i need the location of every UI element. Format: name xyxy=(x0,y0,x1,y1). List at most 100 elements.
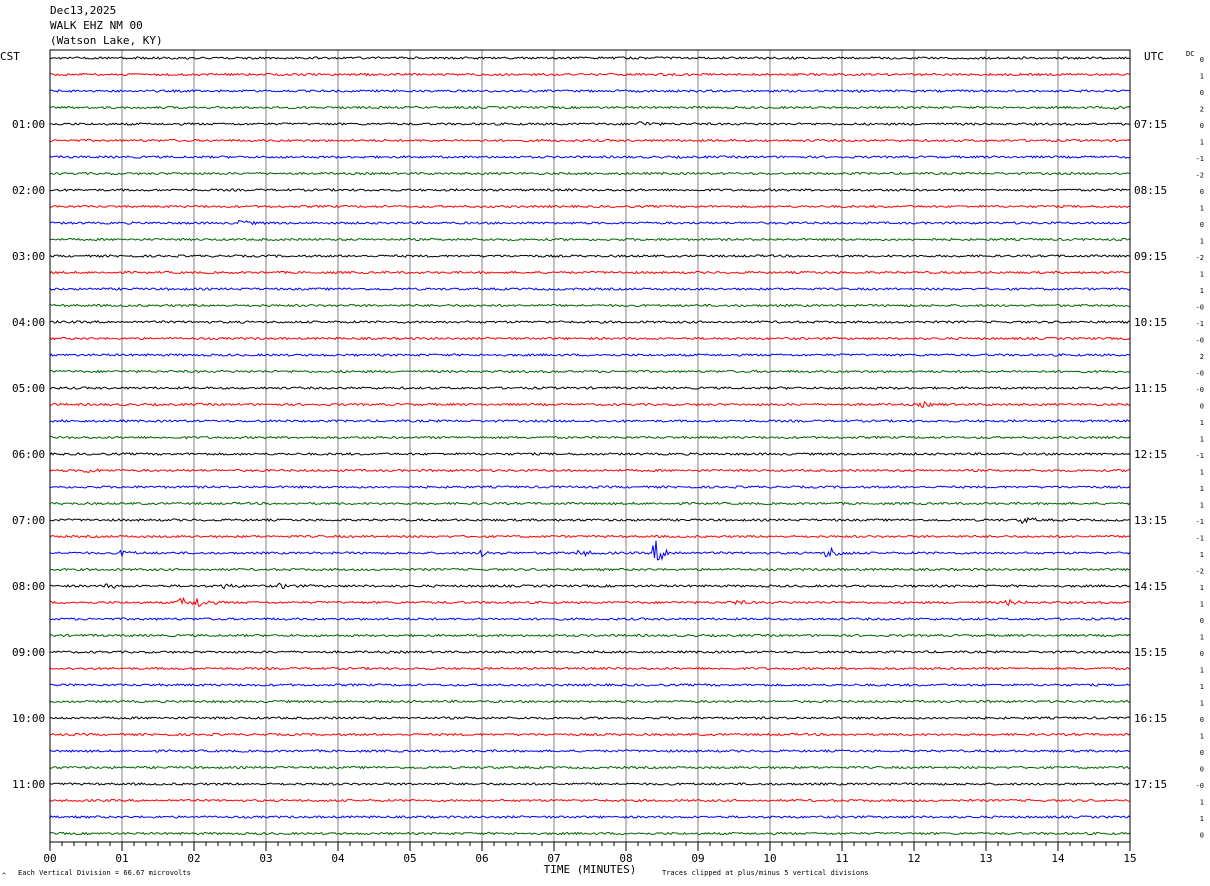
right-hour-label: 07:15 xyxy=(1134,118,1167,131)
trace-line xyxy=(49,749,1131,753)
trace-line xyxy=(49,320,1131,324)
trace-line xyxy=(49,831,1131,836)
trace-line xyxy=(49,287,1131,291)
trace-line xyxy=(49,237,1131,242)
right-hour-label: 09:15 xyxy=(1134,250,1167,263)
trace-line xyxy=(49,468,1130,473)
trace-line xyxy=(49,188,1131,192)
grid-layer xyxy=(49,50,1131,851)
dc-offset-value: -2 xyxy=(1196,172,1204,180)
right-hour-label: 16:15 xyxy=(1134,712,1167,725)
dc-offset-value: -0 xyxy=(1196,337,1204,345)
trace-line xyxy=(49,666,1131,671)
x-tick-label: 03 xyxy=(259,852,272,865)
dc-offset-value: 0 xyxy=(1200,716,1204,724)
right-hour-label: 08:15 xyxy=(1134,184,1167,197)
dc-offset-value: -0 xyxy=(1196,304,1204,312)
trace-line xyxy=(49,567,1131,572)
trace-line xyxy=(49,56,1131,60)
dc-offset-value: 1 xyxy=(1200,799,1204,807)
dc-offset-value: -0 xyxy=(1196,386,1204,394)
trace-line xyxy=(49,121,1131,127)
trace-layer xyxy=(49,56,1131,836)
trace-line xyxy=(49,534,1131,539)
dc-offset-value: 1 xyxy=(1200,700,1204,708)
left-hour-label: 08:00 xyxy=(12,580,45,593)
trace-line xyxy=(49,501,1131,506)
trace-line xyxy=(49,336,1131,341)
trace-line xyxy=(49,386,1131,390)
x-tick-label: 15 xyxy=(1123,852,1136,865)
dc-offset-value: 1 xyxy=(1200,634,1204,642)
right-hour-label: 10:15 xyxy=(1134,316,1167,329)
trace-line xyxy=(49,72,1131,77)
trace-line xyxy=(49,732,1131,737)
dc-offset-value: 0 xyxy=(1200,221,1204,229)
right-hour-label: 15:15 xyxy=(1134,646,1167,659)
dc-offset-value: -0 xyxy=(1196,782,1204,790)
dc-offset-value: 1 xyxy=(1200,485,1204,493)
dc-offset-value: 1 xyxy=(1200,139,1204,147)
trace-line xyxy=(50,485,1131,489)
trace-line xyxy=(49,369,1131,374)
dc-offset-value: 0 xyxy=(1200,650,1204,658)
trace-line xyxy=(49,699,1131,704)
x-tick-label: 01 xyxy=(115,852,128,865)
dc-offset-value: 1 xyxy=(1200,205,1204,213)
trace-line xyxy=(49,138,1131,143)
trace-line xyxy=(49,452,1131,456)
dc-offset-value: 1 xyxy=(1200,584,1204,592)
trace-line xyxy=(49,765,1131,770)
dc-offset-value: 1 xyxy=(1200,436,1204,444)
dc-offset-value: 1 xyxy=(1200,469,1204,477)
x-axis-title: TIME (MINUTES) xyxy=(544,863,637,876)
dc-offset-value: 1 xyxy=(1200,815,1204,823)
x-tick-label: 04 xyxy=(331,852,345,865)
station-location: (Watson Lake, KY) xyxy=(50,34,163,47)
x-tick-label: 09 xyxy=(691,852,704,865)
trace-line xyxy=(49,516,1130,525)
dc-offset-value: 0 xyxy=(1200,122,1204,130)
left-hour-label: 01:00 xyxy=(12,118,45,131)
clip-note: Traces clipped at plus/minus 5 vertical … xyxy=(662,869,869,877)
trace-line xyxy=(49,254,1131,258)
trace-line xyxy=(49,798,1131,803)
left-hour-label: 09:00 xyxy=(12,646,45,659)
x-tick-label: 13 xyxy=(979,852,992,865)
dc-offset-value: -1 xyxy=(1196,320,1204,328)
dc-offset-value: 1 xyxy=(1200,271,1204,279)
trace-line xyxy=(49,582,1131,590)
station-code: WALK EHZ NM 00 xyxy=(50,19,143,32)
x-tick-label: 14 xyxy=(1051,852,1065,865)
trace-line xyxy=(49,419,1131,423)
dc-offset-value: 1 xyxy=(1200,733,1204,741)
x-tick-label: 07 xyxy=(547,852,560,865)
dc-offset-value: 0 xyxy=(1200,89,1204,97)
dc-offset-value: 0 xyxy=(1200,56,1204,64)
dc-offset-value: -2 xyxy=(1196,254,1204,262)
x-tick-label: 06 xyxy=(475,852,488,865)
dc-offset-value: 1 xyxy=(1200,502,1204,510)
dc-offset-value: 0 xyxy=(1200,403,1204,411)
left-hour-label: 05:00 xyxy=(12,382,45,395)
x-tick-label: 08 xyxy=(619,852,632,865)
trace-line xyxy=(49,617,1131,621)
left-hour-label: 03:00 xyxy=(12,250,45,263)
dc-offset-value: 2 xyxy=(1200,106,1204,114)
dc-offset-value: -0 xyxy=(1196,370,1204,378)
trace-line xyxy=(49,89,1131,93)
dc-offset-value: 1 xyxy=(1200,683,1204,691)
trace-line xyxy=(49,540,1131,561)
right-hour-label: 17:15 xyxy=(1134,778,1167,791)
x-tick-label: 10 xyxy=(763,852,776,865)
dc-offset-value: -2 xyxy=(1196,568,1204,576)
trace-line xyxy=(49,303,1131,308)
dc-offset-value: -1 xyxy=(1196,518,1204,526)
dc-offset-value: -1 xyxy=(1196,535,1204,543)
dc-offset-value: 2 xyxy=(1200,353,1204,361)
trace-line xyxy=(49,204,1131,209)
dc-offset-value: 1 xyxy=(1200,238,1204,246)
right-timezone-label: UTC xyxy=(1144,50,1164,63)
dc-offset-value: 1 xyxy=(1200,551,1204,559)
